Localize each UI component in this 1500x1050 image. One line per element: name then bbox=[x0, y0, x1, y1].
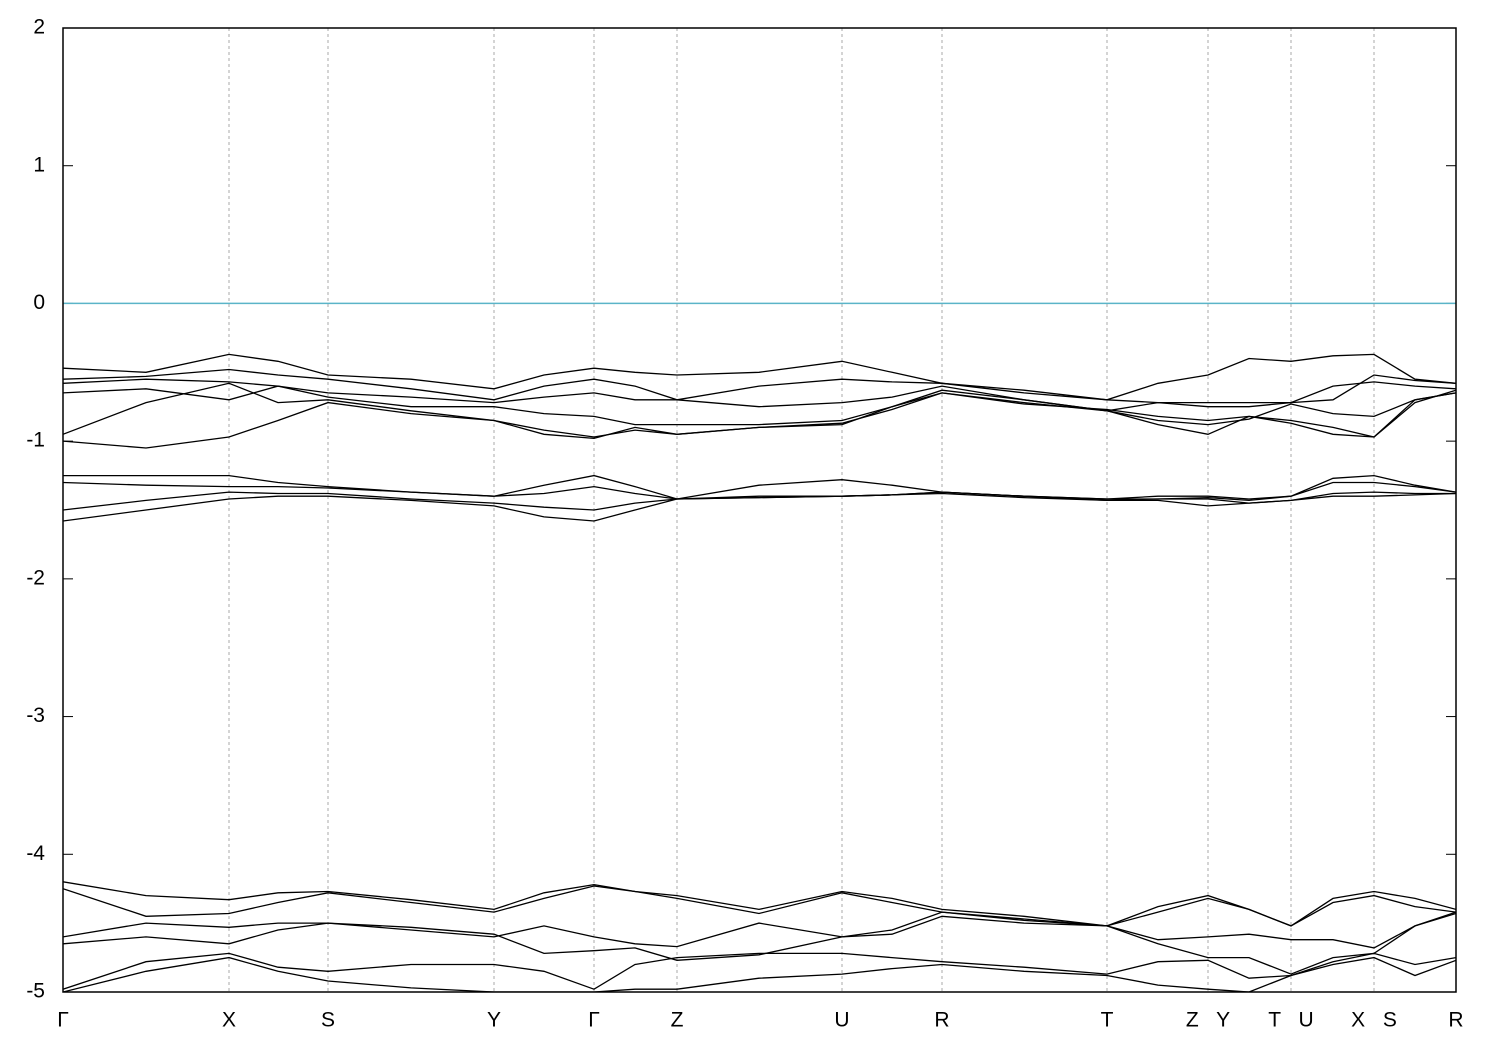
x-tick-label: R bbox=[934, 1009, 949, 1032]
plot-area bbox=[63, 28, 1456, 992]
band-line bbox=[63, 385, 1456, 426]
y-tick-label: -4 bbox=[26, 842, 45, 865]
x-tick-label: U bbox=[834, 1009, 849, 1032]
y-tick-label: -2 bbox=[26, 566, 45, 589]
x-tick-label: S bbox=[321, 1009, 335, 1032]
x-tick-label: Y bbox=[487, 1009, 501, 1032]
x-tick-label: R bbox=[1448, 1009, 1463, 1032]
band-line bbox=[63, 492, 1456, 522]
x-tick-label: Z Y bbox=[1186, 1009, 1230, 1032]
band-line bbox=[63, 353, 1456, 401]
y-tick-label: 2 bbox=[33, 16, 45, 39]
y-tick-label: 1 bbox=[33, 153, 45, 176]
band-line bbox=[63, 912, 1456, 975]
y-tick-label: -5 bbox=[26, 980, 45, 1003]
band-line bbox=[63, 382, 1456, 438]
band-line bbox=[63, 374, 1456, 412]
band-line bbox=[63, 392, 1456, 449]
y-tick-label: -3 bbox=[26, 704, 45, 727]
y-tick-label: 0 bbox=[33, 291, 45, 314]
x-tick-label: X bbox=[222, 1009, 236, 1032]
x-tick-label: Γ bbox=[588, 1009, 600, 1032]
plot-border bbox=[62, 27, 1457, 993]
y-tick-label: -1 bbox=[26, 429, 45, 452]
band-line bbox=[63, 885, 1456, 927]
band-line bbox=[63, 956, 1456, 992]
x-tick-label: Z bbox=[671, 1009, 684, 1032]
x-tick-label: T bbox=[1101, 1009, 1114, 1032]
x-tick-label: T U bbox=[1268, 1009, 1313, 1032]
x-tick-label: Γ bbox=[57, 1009, 69, 1032]
x-tick-label: X S bbox=[1351, 1009, 1397, 1032]
